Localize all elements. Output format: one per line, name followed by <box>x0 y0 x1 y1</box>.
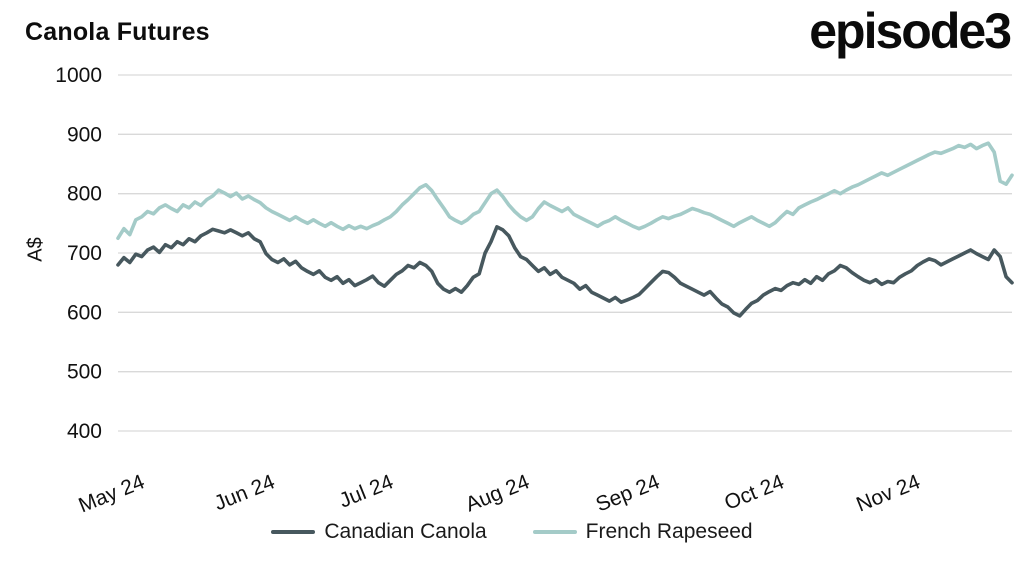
x-tick-label: Nov 24 <box>853 470 924 516</box>
x-tick-label: Oct 24 <box>721 470 787 515</box>
french-rapeseed-line-swatch <box>532 530 577 534</box>
legend-item-french-rapeseed: French Rapeseed <box>532 520 753 544</box>
y-tick-label: 500 <box>67 361 102 384</box>
x-tick-label: Jun 24 <box>211 470 278 515</box>
y-tick-label: 700 <box>67 242 102 265</box>
legend-label-canadian-canola: Canadian Canola <box>324 520 487 543</box>
legend-item-canadian-canola: Canadian Canola <box>271 520 487 544</box>
y-tick-label: 600 <box>67 301 102 324</box>
y-tick-label: 400 <box>67 420 102 443</box>
y-tick-label: 900 <box>67 123 102 146</box>
chart-legend: Canadian Canola French Rapeseed <box>0 520 1024 544</box>
legend-label-french-rapeseed: French Rapeseed <box>585 520 753 543</box>
y-tick-label: 800 <box>67 183 102 206</box>
episode3-logo: episode3 <box>809 3 1012 59</box>
y-tick-label: 1000 <box>55 64 102 87</box>
canadian-canola-line-swatch <box>271 530 316 534</box>
x-tick-label: May 24 <box>75 470 148 517</box>
chart-title: Canola Futures <box>25 18 210 46</box>
series-line-canadian-canola <box>116 225 1014 318</box>
series-line-french-rapeseed <box>116 141 1014 240</box>
x-tick-label: Jul 24 <box>336 470 397 512</box>
x-tick-label: Aug 24 <box>462 470 533 516</box>
x-tick-label: Sep 24 <box>593 470 664 516</box>
